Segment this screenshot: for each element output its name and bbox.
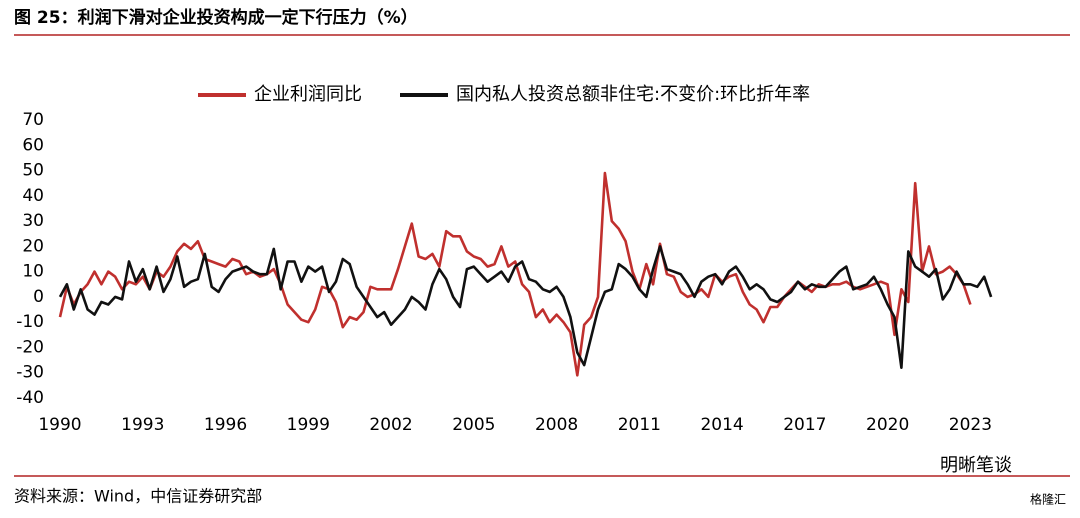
x-tick-label: 2017	[783, 415, 826, 435]
legend-label: 国内私人投资总额非住宅:不变价:环比折年率	[456, 84, 810, 105]
series-line	[58, 171, 972, 377]
x-tick-label: 2011	[618, 415, 661, 435]
y-tick-label: 20	[22, 236, 44, 256]
y-tick-label: -10	[16, 312, 44, 332]
x-tick-label: 1990	[38, 415, 81, 435]
y-tick-label: 10	[22, 262, 44, 282]
legend-label: 企业利润同比	[254, 84, 362, 105]
source: 资料来源：Wind，中信证券研究部	[14, 487, 262, 506]
y-tick-label: 50	[22, 161, 44, 181]
y-tick-label: 0	[33, 287, 44, 307]
x-tick-label: 1993	[121, 415, 164, 435]
x-tick-label: 2002	[369, 415, 412, 435]
y-tick-label: -30	[16, 363, 44, 383]
x-tick-label: 2008	[535, 415, 578, 435]
x-tick-label: 1996	[204, 415, 247, 435]
chart-title: 图 25：利润下滑对企业投资构成一定下行压力（%）	[14, 7, 418, 28]
x-tick-label: 2014	[700, 415, 743, 435]
x-tick-label: 2020	[866, 415, 909, 435]
x-tick-label: 2005	[452, 415, 495, 435]
y-tick-label: 70	[22, 110, 44, 130]
y-tick-label: 60	[22, 135, 44, 155]
y-tick-label: -40	[16, 388, 44, 408]
watermark-2: 格隆汇	[1030, 492, 1066, 507]
watermark: 明晰笔谈	[940, 455, 1012, 476]
series-line	[58, 245, 993, 369]
y-tick-label: 40	[22, 186, 44, 206]
y-tick-label: -20	[16, 337, 44, 357]
x-tick-label: 2023	[949, 415, 992, 435]
y-tick-label: 30	[22, 211, 44, 231]
x-tick-label: 1999	[287, 415, 330, 435]
